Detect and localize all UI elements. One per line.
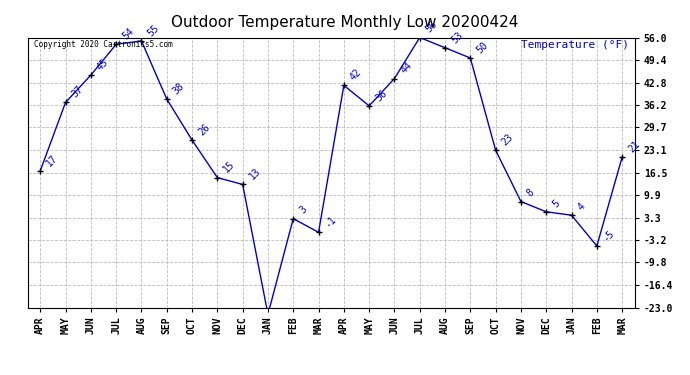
Text: 23: 23: [500, 132, 515, 147]
Text: -1: -1: [323, 214, 338, 230]
Text: 56: 56: [424, 20, 440, 35]
Text: 53: 53: [449, 30, 464, 45]
Text: -25: -25: [0, 374, 1, 375]
Text: 17: 17: [44, 153, 60, 168]
Text: 54: 54: [120, 26, 136, 42]
Text: 13: 13: [247, 166, 262, 182]
Text: Temperature (°F): Temperature (°F): [521, 40, 629, 50]
Text: 4: 4: [575, 201, 587, 213]
Text: Copyright 2020 Cartronics5.com: Copyright 2020 Cartronics5.com: [34, 40, 172, 49]
Text: 36: 36: [373, 88, 388, 103]
Text: 5: 5: [551, 198, 562, 209]
Text: Outdoor Temperature Monthly Low 20200424: Outdoor Temperature Monthly Low 20200424: [171, 15, 519, 30]
Text: 55: 55: [146, 23, 161, 38]
Text: 21: 21: [627, 139, 642, 154]
Text: 45: 45: [95, 57, 110, 72]
Text: 15: 15: [221, 159, 237, 175]
Text: 26: 26: [196, 122, 212, 137]
Text: 50: 50: [475, 40, 490, 55]
Text: 37: 37: [70, 84, 85, 100]
Text: 42: 42: [348, 67, 364, 82]
Text: -5: -5: [601, 228, 616, 243]
Text: 8: 8: [525, 188, 536, 199]
Text: 44: 44: [399, 60, 414, 76]
Text: 38: 38: [171, 81, 186, 96]
Text: 3: 3: [297, 205, 308, 216]
